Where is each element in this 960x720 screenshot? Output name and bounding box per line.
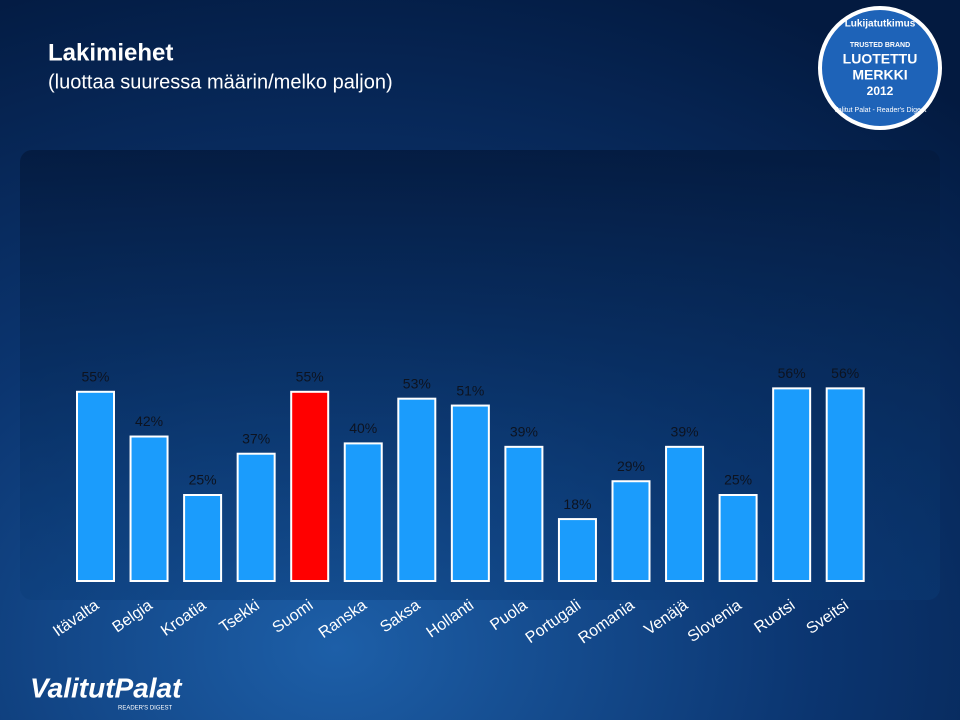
bar — [183, 494, 223, 582]
logo: ValitutPalat — [30, 672, 183, 703]
value-label: 25% — [189, 472, 217, 488]
value-label: 53% — [403, 375, 431, 391]
bar — [129, 435, 169, 582]
value-label: 40% — [349, 420, 377, 436]
value-label: 56% — [831, 365, 859, 381]
bar — [718, 494, 758, 582]
value-label: 18% — [563, 496, 591, 512]
bar — [504, 445, 544, 582]
value-label: 55% — [296, 369, 324, 385]
badge-text: 2012 — [867, 84, 894, 98]
bar — [397, 397, 437, 582]
value-label: 25% — [724, 472, 752, 488]
bar — [236, 452, 276, 582]
bar — [290, 390, 330, 582]
badge-circle — [818, 6, 942, 130]
chart-subtitle: (luottaa suuressa määrin/melko paljon) — [48, 71, 393, 93]
bar — [665, 445, 705, 582]
badge-text: MERKKI — [852, 67, 907, 83]
bar — [557, 518, 597, 583]
bar — [450, 404, 490, 582]
logo-sub: READER'S DIGEST — [118, 706, 172, 712]
value-label: 56% — [778, 365, 806, 381]
badge-text: TRUSTED BRAND — [850, 42, 910, 49]
value-label: 51% — [456, 382, 484, 398]
chart-title: Lakimiehet — [48, 39, 173, 66]
value-label: 42% — [135, 413, 163, 429]
value-label: 39% — [510, 424, 538, 440]
bar — [343, 442, 383, 582]
bar — [772, 387, 812, 582]
badge: Lukijatutkimus TRUSTED BRAND LUOTETTU ME… — [818, 6, 942, 130]
bar — [611, 480, 651, 582]
badge-text: Valitut Palat - Reader's Digest — [834, 107, 927, 114]
value-label: 39% — [671, 424, 699, 440]
value-label: 29% — [617, 458, 645, 474]
value-label: 55% — [81, 369, 109, 385]
badge-text: LUOTETTU — [843, 51, 918, 67]
bar — [825, 387, 865, 582]
value-label: 37% — [242, 430, 270, 446]
badge-text: Lukijatutkimus — [845, 19, 916, 30]
bar — [76, 390, 115, 582]
